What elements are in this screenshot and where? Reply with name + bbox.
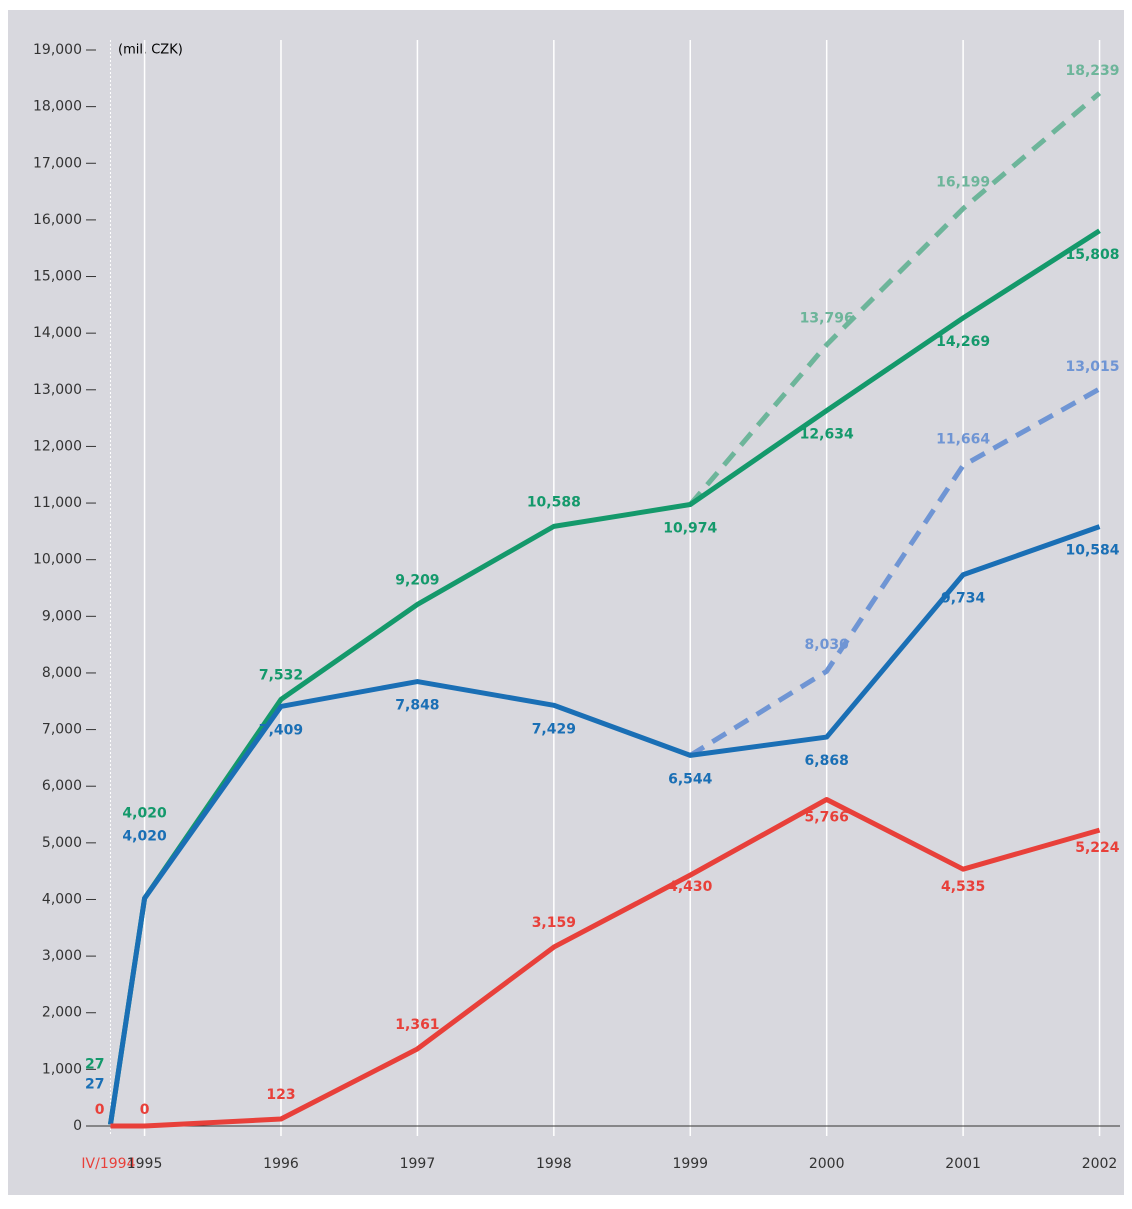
data-label: 11,664 xyxy=(936,431,990,447)
data-label: 5,224 xyxy=(1075,840,1120,856)
data-label: 9,209 xyxy=(395,572,439,588)
y-tick-label: 1,000 xyxy=(42,1061,82,1077)
data-label: 10,584 xyxy=(1066,543,1120,559)
data-label: 6,544 xyxy=(668,771,713,787)
series-line xyxy=(107,524,1101,1125)
x-tick-label: 2001 xyxy=(945,1156,981,1172)
data-label: 123 xyxy=(266,1087,295,1103)
axis-unit: (mil. CZK) xyxy=(118,43,183,58)
data-label: 5,766 xyxy=(805,809,849,825)
y-tick-label: 18,000 xyxy=(33,99,82,115)
y-tick-label: 13,000 xyxy=(33,382,82,398)
data-label: 10,974 xyxy=(663,521,717,537)
x-tick-label: 1995 xyxy=(127,1156,163,1172)
x-tick-label: 2002 xyxy=(1082,1156,1118,1172)
data-label: 0 xyxy=(140,1102,150,1118)
y-tick-label: 11,000 xyxy=(33,495,82,511)
series-line xyxy=(688,386,1101,758)
series-line xyxy=(110,796,1101,1129)
y-tick-label: 19,000 xyxy=(33,42,82,58)
data-label: 7,429 xyxy=(532,721,576,737)
y-tick-label: 5,000 xyxy=(42,835,82,851)
y-tick-label: 16,000 xyxy=(33,212,82,228)
data-label: 10,588 xyxy=(527,494,581,510)
y-tick-label: 12,000 xyxy=(33,438,82,454)
y-tick-label: 7,000 xyxy=(42,722,82,738)
y-tick-label: 10,000 xyxy=(33,552,82,568)
y-tick-label: 0 xyxy=(73,1118,82,1134)
data-label: 12,634 xyxy=(800,427,854,443)
data-label: 1,361 xyxy=(395,1017,439,1033)
x-tick-label: 1998 xyxy=(536,1156,572,1172)
x-tick-label: 2000 xyxy=(809,1156,845,1172)
data-label: 4,430 xyxy=(668,879,713,895)
y-tick-label: 8,000 xyxy=(42,665,82,681)
y-tick-label: 17,000 xyxy=(33,155,82,171)
data-label: 16,199 xyxy=(936,175,990,191)
data-label: 6,868 xyxy=(805,753,849,769)
series-line xyxy=(688,91,1102,507)
data-label: 13,796 xyxy=(800,311,854,327)
data-label: 14,269 xyxy=(936,334,990,350)
x-tick-label: IV/1994 xyxy=(81,1156,135,1172)
data-label: 18,239 xyxy=(1066,63,1120,79)
data-label: 4,020 xyxy=(122,828,167,844)
y-tick-label: 3,000 xyxy=(42,948,82,964)
y-tick-label: 15,000 xyxy=(33,269,82,285)
y-tick-label: 2,000 xyxy=(42,1005,82,1021)
data-label: 8,030 xyxy=(805,637,850,653)
data-label: 7,532 xyxy=(259,667,303,683)
data-label: 4,535 xyxy=(941,879,985,895)
data-label: 13,015 xyxy=(1066,359,1120,375)
data-label: 4,020 xyxy=(122,805,167,821)
x-tick-label: 1996 xyxy=(263,1156,299,1172)
data-label: 7,848 xyxy=(395,698,439,714)
y-tick-label: 14,000 xyxy=(33,325,82,341)
y-tick-label: 9,000 xyxy=(42,608,82,624)
y-tick-label: 4,000 xyxy=(42,891,82,907)
data-label: 0 xyxy=(95,1102,105,1118)
data-label: 15,808 xyxy=(1066,247,1120,263)
data-label: 7,409 xyxy=(259,722,303,738)
data-label: 27 xyxy=(85,1056,104,1072)
x-tick-label: 1999 xyxy=(672,1156,708,1172)
data-label: 27 xyxy=(85,1076,104,1092)
data-label: 9,734 xyxy=(941,591,986,607)
x-tick-label: 1997 xyxy=(400,1156,436,1172)
y-tick-label: 6,000 xyxy=(42,778,82,794)
data-label: 3,159 xyxy=(532,915,576,931)
